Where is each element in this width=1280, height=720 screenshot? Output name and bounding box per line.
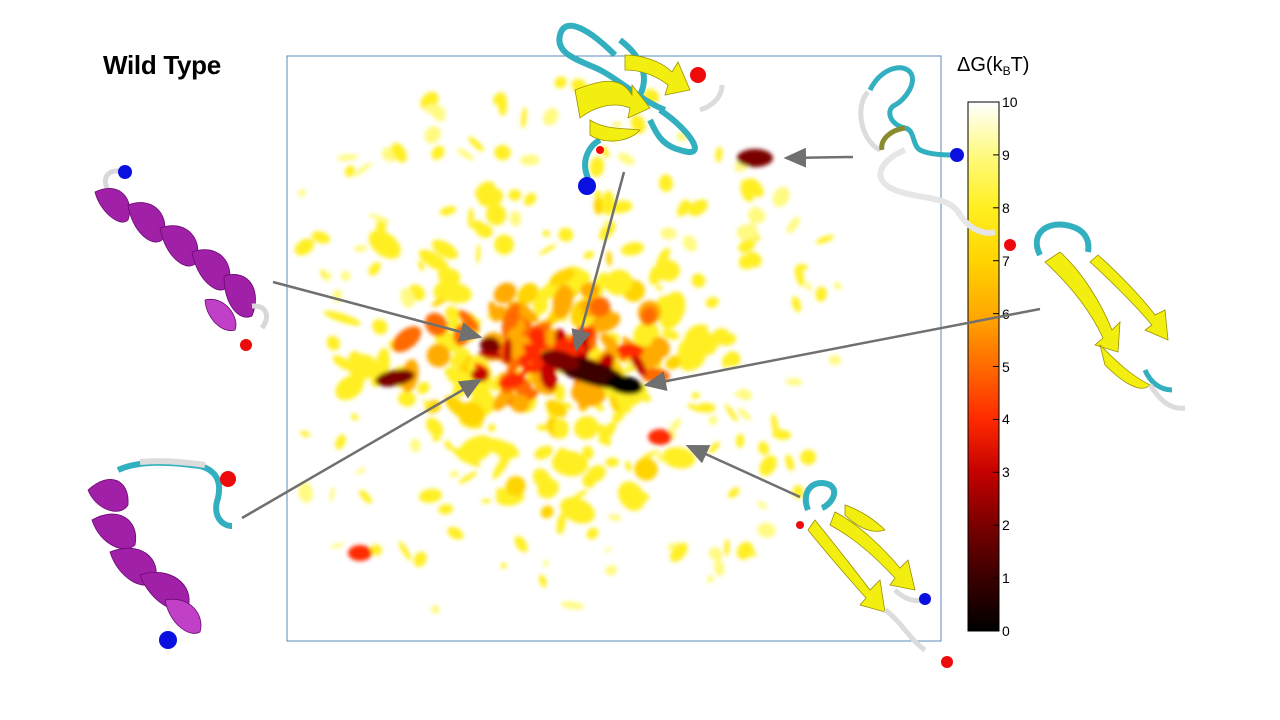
helix-bottom-left xyxy=(87,458,236,649)
colorbar-tick-label: 1 xyxy=(1002,570,1010,587)
n-terminus-marker xyxy=(159,631,177,649)
colorbar-tick-label: 4 xyxy=(1002,411,1010,428)
hairpin-bottom-right xyxy=(796,480,953,668)
colorbar-tick-label: 9 xyxy=(1002,146,1010,163)
hairpin-top-center xyxy=(556,22,725,195)
arrow-hairpin-top-center xyxy=(571,171,626,353)
colorbar-tick-marks xyxy=(993,101,999,632)
c-terminus-marker xyxy=(941,656,953,668)
colorbar-tick-label: 0 xyxy=(1002,623,1010,639)
arrow-hairpin-right xyxy=(643,307,1041,392)
colorbar-label: ΔG(kBT) xyxy=(957,54,1030,78)
arrow-helix-bottom-left xyxy=(241,378,483,520)
colorbar-tick-label: 8 xyxy=(1002,199,1010,216)
annotation-arrows xyxy=(241,147,1041,520)
n-terminus-marker xyxy=(578,177,596,195)
helix-top-left xyxy=(94,165,270,351)
arrow-hairpin-bottom-right xyxy=(685,444,801,499)
c-terminus-marker xyxy=(240,339,252,351)
c-terminus-marker xyxy=(220,471,236,487)
c-terminus-marker xyxy=(1004,239,1016,251)
coil-top-right xyxy=(858,65,1016,251)
arrow-coil-top-right xyxy=(783,147,854,168)
colorbar-tick-label: 6 xyxy=(1002,305,1010,322)
colorbar-tick-label: 2 xyxy=(1002,517,1010,534)
free-energy-map xyxy=(294,76,842,614)
n-terminus-marker xyxy=(118,165,132,179)
n-terminus-marker xyxy=(950,148,964,162)
c-terminus-marker xyxy=(690,67,706,83)
colorbar-tick-label: 5 xyxy=(1002,358,1010,375)
figure-title: Wild Type xyxy=(103,50,221,80)
colorbar-tick-label: 7 xyxy=(1002,252,1010,269)
n-terminus-marker xyxy=(919,593,931,605)
colorbar-tick-label: 3 xyxy=(1002,464,1010,481)
arrow-helix-top-left xyxy=(272,280,483,342)
colorbar-tick-label: 10 xyxy=(1002,94,1018,110)
hairpin-right xyxy=(1033,221,1186,411)
